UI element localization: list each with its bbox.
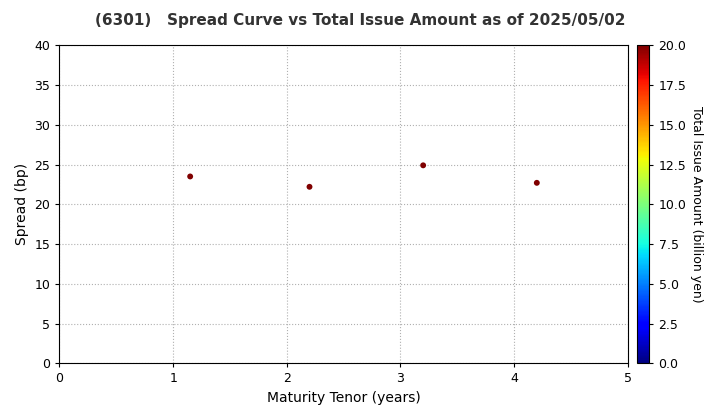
X-axis label: Maturity Tenor (years): Maturity Tenor (years): [266, 391, 420, 405]
Point: [531, 179, 543, 186]
Y-axis label: Total Issue Amount (billion yen): Total Issue Amount (billion yen): [690, 106, 703, 303]
Y-axis label: Spread (bp): Spread (bp): [15, 163, 29, 245]
Point: [418, 162, 429, 169]
Point: [304, 184, 315, 190]
Point: [184, 173, 196, 180]
Text: (6301)   Spread Curve vs Total Issue Amount as of 2025/05/02: (6301) Spread Curve vs Total Issue Amoun…: [95, 13, 625, 28]
